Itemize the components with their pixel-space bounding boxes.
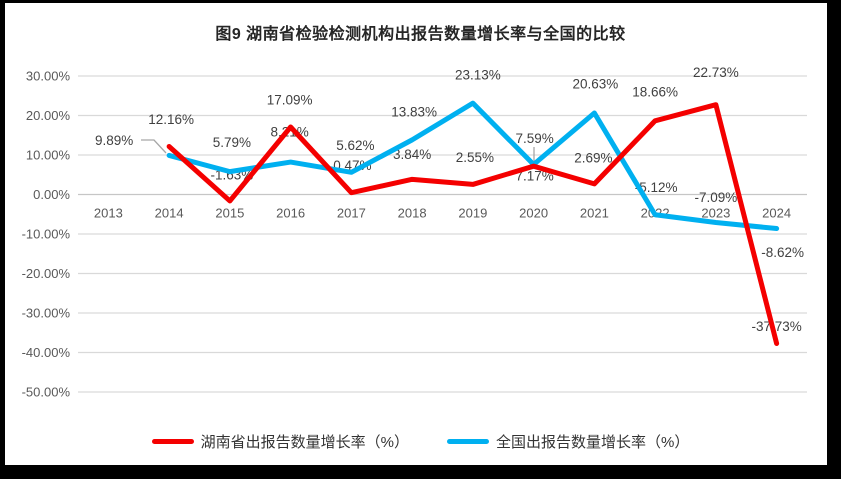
x-axis-tick-label: 2024 bbox=[762, 206, 791, 221]
legend-item-hunan: 湖南省出报告数量增长率（%） bbox=[151, 431, 409, 452]
y-axis-tick-label: -50.00% bbox=[22, 385, 71, 400]
data-label: 5.79% bbox=[213, 135, 251, 150]
data-label: -37.73% bbox=[751, 319, 801, 334]
data-label: 22.73% bbox=[693, 65, 739, 80]
national-series-line bbox=[166, 100, 780, 232]
frame-border-left bbox=[0, 0, 5, 479]
data-label: 2.55% bbox=[456, 150, 494, 165]
data-label: 17.09% bbox=[267, 92, 313, 107]
y-axis-tick-label: 30.00% bbox=[26, 69, 71, 84]
data-label: 13.83% bbox=[391, 104, 437, 119]
national-series-line-icon bbox=[447, 439, 489, 444]
frame-border-top bbox=[0, 0, 841, 3]
data-label: 7.17% bbox=[515, 169, 553, 184]
hunan-series-line-icon bbox=[151, 439, 194, 444]
legend-item-national: 全国出报告数量增长率（%） bbox=[447, 431, 689, 452]
y-axis-tick-label: 20.00% bbox=[26, 108, 71, 123]
data-label: -7.09% bbox=[694, 190, 737, 205]
legend-label-hunan: 湖南省出报告数量增长率（%） bbox=[200, 434, 409, 451]
x-axis-tick-label: 2020 bbox=[519, 206, 548, 221]
x-axis-tick-label: 2016 bbox=[276, 206, 305, 221]
data-label: 20.63% bbox=[572, 77, 618, 92]
frame-border-right bbox=[827, 0, 841, 479]
data-label: 12.16% bbox=[148, 112, 194, 127]
y-axis-tick-label: 0.00% bbox=[33, 187, 70, 202]
x-axis-tick-label: 2021 bbox=[580, 206, 609, 221]
legend-label-national: 全国出报告数量增长率（%） bbox=[496, 434, 690, 451]
data-label: -8.62% bbox=[761, 245, 804, 260]
data-label: 3.84% bbox=[393, 147, 431, 162]
x-axis-tick-label: 2017 bbox=[337, 206, 366, 221]
y-axis-tick-label: -40.00% bbox=[22, 345, 71, 360]
y-axis-tick-label: -30.00% bbox=[22, 306, 71, 321]
x-axis-tick-label: 2018 bbox=[398, 206, 427, 221]
frame-border-bottom bbox=[0, 465, 841, 479]
hunan-series-line bbox=[166, 102, 780, 347]
data-label: 2.69% bbox=[574, 150, 612, 165]
y-axis-tick-label: -10.00% bbox=[22, 227, 71, 242]
chart-legend: 湖南省出报告数量增长率（%） 全国出报告数量增长率（%） bbox=[0, 431, 841, 452]
x-axis-tick-label: 2023 bbox=[701, 206, 730, 221]
y-axis-tick-label: 10.00% bbox=[26, 148, 71, 163]
x-axis-tick-label: 2015 bbox=[215, 206, 244, 221]
data-label: 23.13% bbox=[455, 68, 501, 83]
x-axis-tick-label: 2019 bbox=[458, 206, 487, 221]
data-label: 7.59% bbox=[515, 131, 553, 146]
x-axis-tick-label: 2013 bbox=[94, 206, 123, 221]
label-leader-line bbox=[141, 139, 167, 154]
x-axis-tick-label: 2014 bbox=[155, 206, 184, 221]
data-label: 9.89% bbox=[95, 133, 133, 148]
chart-title: 图9 湖南省检验检测机构出报告数量增长率与全国的比较 bbox=[215, 26, 626, 43]
y-axis-tick-label: -20.00% bbox=[22, 266, 71, 281]
data-label: 5.62% bbox=[336, 138, 374, 153]
data-label: -5.12% bbox=[635, 180, 678, 195]
data-label: 18.66% bbox=[632, 84, 678, 99]
